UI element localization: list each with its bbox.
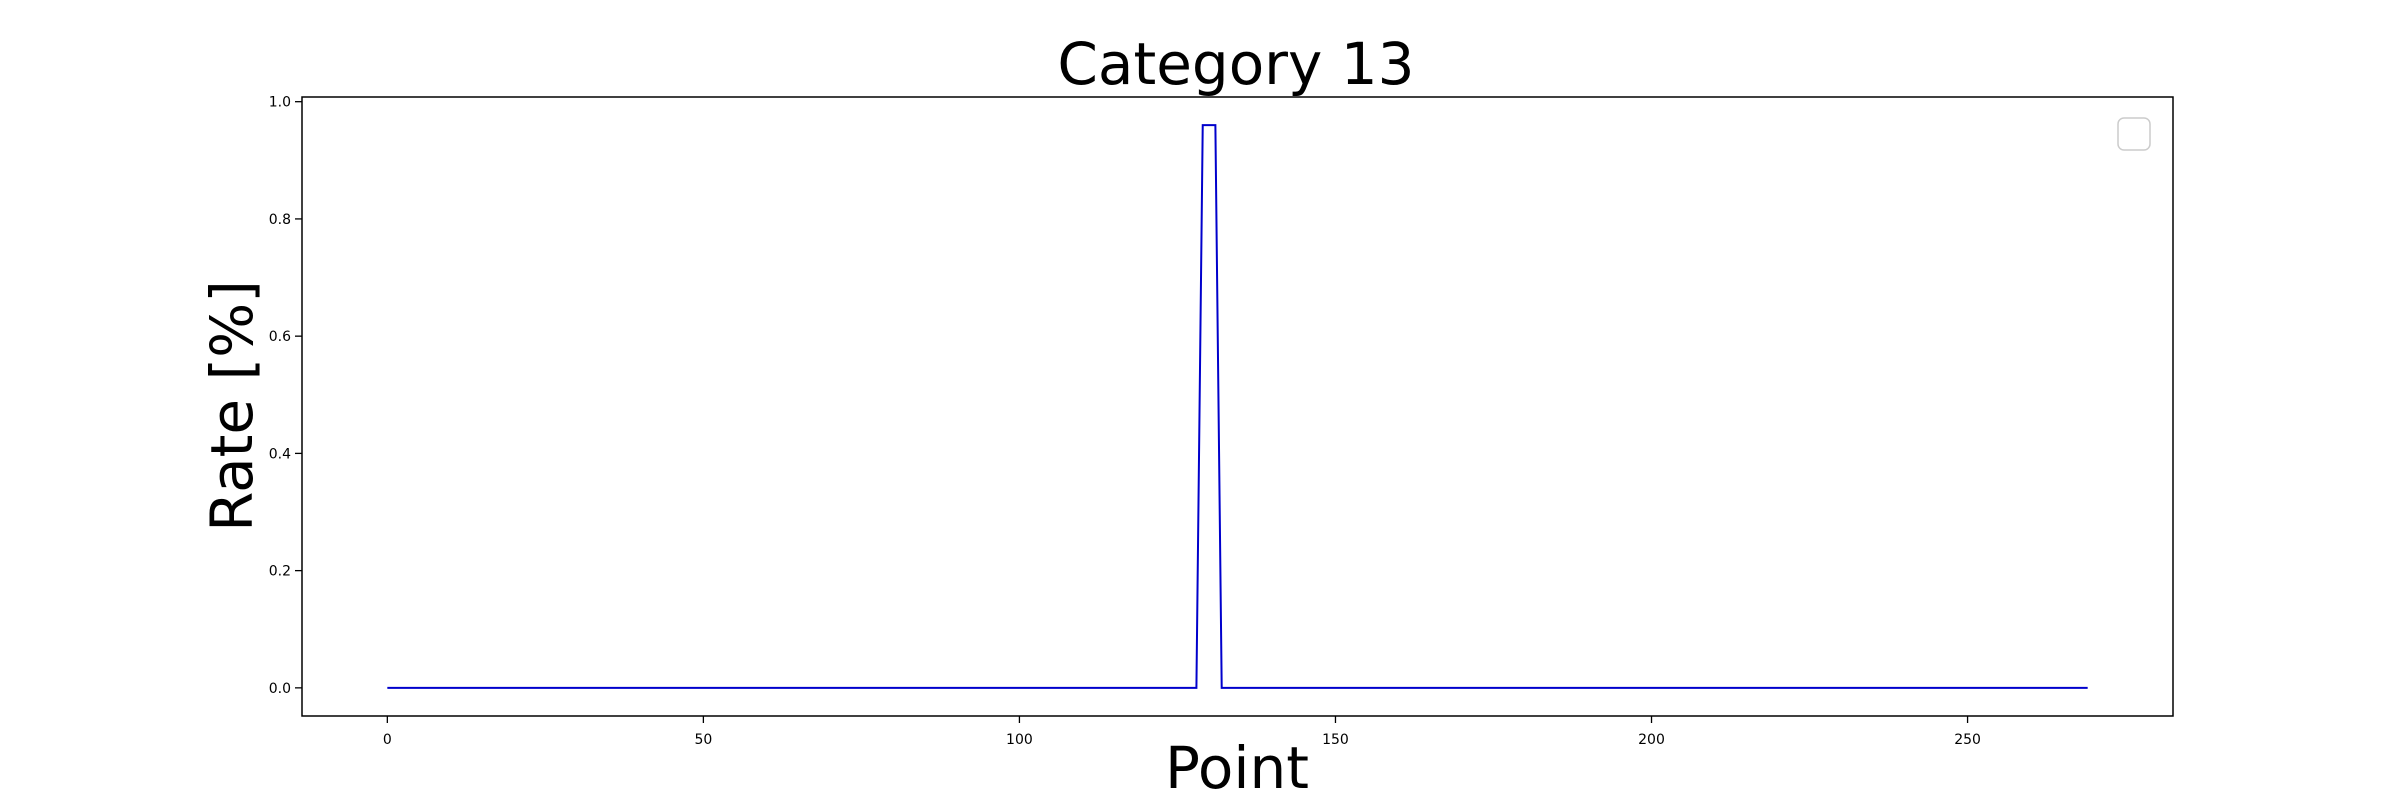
- y-tick-label: 0.8: [269, 212, 291, 228]
- legend-box: [2117, 117, 2151, 151]
- x-tick-label: 50: [694, 732, 712, 748]
- y-axis-title: Rate [%]: [198, 280, 266, 532]
- chart-title: Category 13: [1057, 30, 1414, 98]
- x-tick-label: 150: [1322, 732, 1349, 748]
- y-axis: 0.0 0.2 0.4 0.6 0.8 1.0: [269, 95, 302, 697]
- x-tick-label: 0: [383, 732, 392, 748]
- x-tick-label: 100: [1006, 732, 1033, 748]
- x-tick-label: 200: [1638, 732, 1665, 748]
- y-tick-label: 0.4: [269, 446, 291, 462]
- series-line: [387, 124, 2088, 689]
- plot-frame: [301, 96, 2174, 717]
- x-tick-label: 250: [1954, 732, 1981, 748]
- x-axis: 0 50 100 150 200 250: [383, 716, 1981, 748]
- y-tick-label: 0.0: [269, 681, 291, 697]
- y-tick-label: 1.0: [269, 95, 291, 111]
- y-tick-label: 0.2: [269, 564, 291, 580]
- plot-area: [301, 96, 2174, 717]
- y-tick-label: 0.6: [269, 329, 291, 345]
- x-axis-title: Point: [1165, 734, 1309, 800]
- series-layer: [387, 124, 2088, 689]
